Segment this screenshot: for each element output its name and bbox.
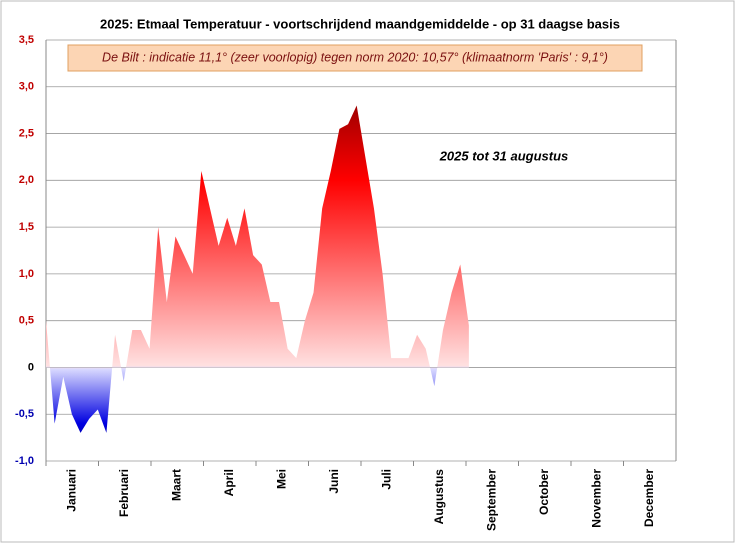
y-tick-label: -1,0: [15, 455, 34, 467]
y-tick-label: 3,5: [19, 34, 34, 46]
y-tick-label: -0,5: [15, 408, 34, 420]
x-tick-label: October: [537, 469, 551, 515]
chart-title: 2025: Etmaal Temperatuur - voortschrijde…: [100, 16, 620, 31]
y-tick-label: 1,0: [19, 268, 34, 280]
x-tick-label: Mei: [274, 469, 288, 489]
x-tick-label: Augustus: [432, 469, 446, 525]
x-tick-label: Juli: [379, 469, 393, 490]
subtitle: De Bilt : indicatie 11,1° (zeer voorlopi…: [102, 50, 608, 64]
x-tick-label: November: [589, 469, 603, 528]
x-tick-label: Juni: [327, 469, 341, 494]
x-tick-label: Januari: [64, 469, 78, 512]
area: [46, 105, 469, 433]
x-tick-label: April: [222, 469, 236, 496]
y-tick-label: 2,5: [19, 127, 34, 139]
x-tick-label: September: [484, 469, 498, 531]
y-tick-label: 2,0: [19, 174, 34, 186]
x-tick-label: Maart: [169, 469, 183, 501]
x-tick-label: December: [642, 469, 656, 527]
y-tick-label: 1,5: [19, 221, 34, 233]
note-box: [67, 44, 643, 72]
y-tick-label: 3,0: [19, 81, 34, 93]
y-tick-label: 0,5: [19, 315, 34, 327]
y-tick-label: 0: [28, 361, 34, 373]
x-tick-label: Februari: [117, 469, 131, 517]
annotation: 2025 tot 31 augustus: [439, 148, 569, 163]
